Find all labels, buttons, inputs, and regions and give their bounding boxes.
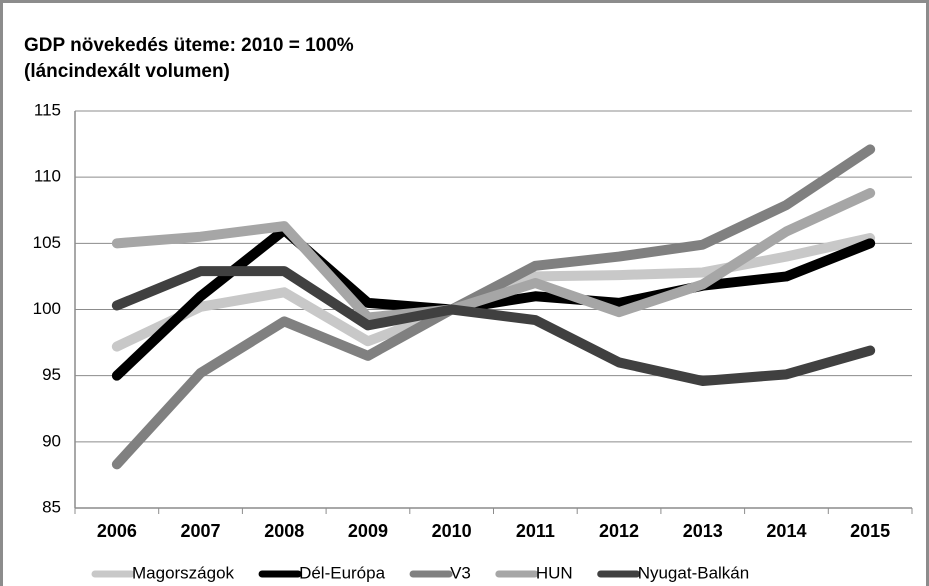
legend-label: Nyugat-Balkán (638, 563, 750, 582)
x-tick-label: 2013 (683, 521, 723, 541)
y-tick-label: 100 (33, 299, 61, 318)
y-tick-label: 110 (34, 167, 61, 186)
legend-label: Magországok (132, 563, 235, 582)
y-tick-label: 90 (42, 431, 61, 450)
x-tick-label: 2010 (432, 521, 472, 541)
y-tick-label: 85 (42, 497, 61, 516)
x-tick-label: 2011 (516, 521, 555, 541)
x-tick-label: 2008 (264, 521, 304, 541)
legend-label: Dél-Európa (299, 563, 386, 582)
series-line (111, 266, 876, 386)
y-tick-label: 115 (34, 100, 61, 119)
x-tick-label: 2012 (599, 521, 639, 541)
chart-title: GDP növekedés üteme: 2010 = 100% (24, 35, 354, 56)
x-tick-label: 2015 (850, 521, 890, 541)
x-tick-label: 2009 (348, 521, 388, 541)
y-tick-label: 105 (33, 233, 61, 252)
y-tick-label: 95 (42, 365, 61, 384)
chart-subtitle: (láncindexált volumen) (24, 61, 230, 82)
x-tick-label: 2014 (766, 521, 806, 541)
legend-label: V3 (450, 563, 471, 582)
series-line (111, 225, 876, 381)
legend-label: HUN (536, 563, 573, 582)
series-line (111, 188, 876, 323)
series-line (111, 144, 876, 470)
x-tick-label: 2007 (181, 521, 221, 541)
x-tick-label: 2006 (97, 521, 137, 541)
